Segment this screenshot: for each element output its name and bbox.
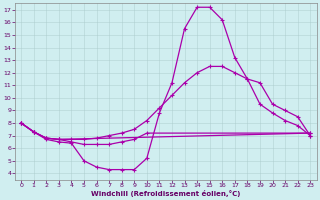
X-axis label: Windchill (Refroidissement éolien,°C): Windchill (Refroidissement éolien,°C) bbox=[91, 190, 240, 197]
